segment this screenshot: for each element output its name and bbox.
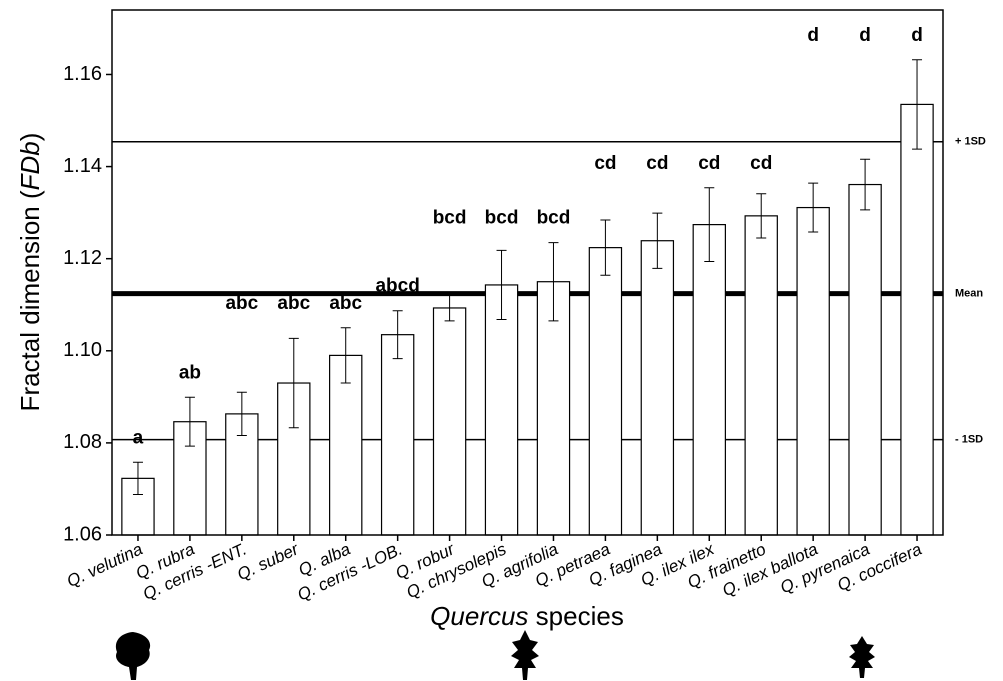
- y-label-part: FDb: [15, 141, 45, 190]
- bar: [641, 241, 673, 535]
- y-tick-label: 1.14: [63, 155, 102, 177]
- group-letter: abcd: [375, 276, 419, 297]
- bar: [485, 285, 517, 535]
- group-letter: a: [133, 427, 144, 448]
- group-letter: cd: [750, 153, 772, 174]
- y-axis-label: Fractal dimension (FDb): [15, 133, 45, 412]
- group-letter: bcd: [537, 208, 571, 229]
- y-label-part: ): [15, 133, 45, 142]
- y-tick-label: 1.12: [63, 247, 102, 269]
- reference-label: + 1SD: [955, 136, 986, 148]
- y-tick-label: 1.16: [63, 63, 102, 85]
- bar: [745, 216, 777, 535]
- group-letter: d: [911, 25, 923, 46]
- leaf-icon: [116, 632, 150, 680]
- x-axis-label: Quercus species: [430, 601, 624, 631]
- y-label-part: Fractal dimension (: [15, 190, 45, 411]
- y-tick-label: 1.10: [63, 339, 102, 361]
- group-letter: bcd: [485, 208, 519, 229]
- group-letter: abc: [329, 293, 362, 314]
- group-letter: cd: [594, 153, 616, 174]
- bar: [797, 208, 829, 535]
- group-letter: ab: [179, 362, 201, 383]
- group-letter: cd: [698, 153, 720, 174]
- reference-label: - 1SD: [955, 434, 983, 446]
- reference-label: Mean: [955, 288, 983, 300]
- bar: [589, 248, 621, 535]
- group-letter: d: [859, 25, 871, 46]
- x-tick-label: Q. suber: [234, 539, 302, 584]
- chart: Fractal dimension (FDb) Quercus species …: [0, 0, 1003, 681]
- bar: [849, 185, 881, 535]
- group-letter: abc: [277, 293, 310, 314]
- x-label-part: Quercus: [430, 601, 528, 631]
- x-label-part: species: [536, 601, 624, 631]
- group-letter: abc: [225, 293, 258, 314]
- bar: [433, 308, 465, 535]
- bar: [693, 225, 725, 535]
- y-tick-label: 1.06: [63, 523, 102, 545]
- leaf-icon: [511, 630, 539, 680]
- group-letter: d: [807, 25, 819, 46]
- bar: [382, 335, 414, 535]
- y-tick-label: 1.08: [63, 431, 102, 453]
- leaf-icon: [849, 636, 875, 678]
- group-letter: cd: [646, 153, 668, 174]
- group-letter: bcd: [433, 208, 467, 229]
- bar: [901, 104, 933, 535]
